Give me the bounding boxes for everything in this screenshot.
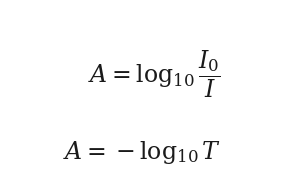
Text: $A = -\log_{10} T$: $A = -\log_{10} T$ [63,139,221,166]
Text: $A = \log_{10} \dfrac{I_0}{I}$: $A = \log_{10} \dfrac{I_0}{I}$ [88,49,220,100]
